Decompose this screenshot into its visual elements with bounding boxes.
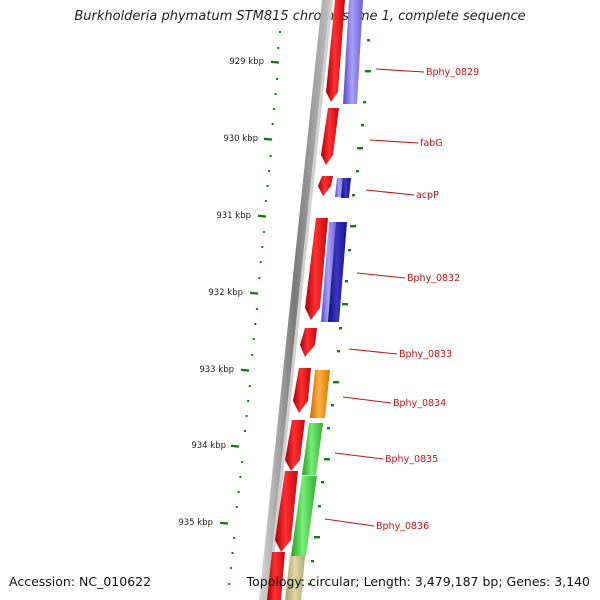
tick-label: 929 kbp: [229, 57, 264, 67]
feature-bphy-0829: [343, 0, 363, 104]
accession-label: Accession: NC_010622: [9, 574, 152, 589]
feature-bphy-0832-light: [321, 222, 337, 322]
tick-935: 935 kbp: [178, 518, 229, 528]
tick-label: 931 kbp: [216, 211, 251, 221]
tick-929: 929 kbp: [229, 57, 280, 67]
tick-933: 933 kbp: [199, 365, 250, 375]
gene-label-acpp: acpP: [416, 190, 439, 201]
gene-labels: Bphy_0829 fabG acpP Bphy_0832 Bphy_0833 …: [376, 67, 479, 532]
cds-arrow: [300, 328, 317, 357]
tick-934: 934 kbp: [191, 441, 240, 451]
tick-label: 930 kbp: [223, 134, 258, 144]
reverse-strand-track: [285, 0, 363, 600]
cds-arrow: [285, 420, 305, 471]
tick-label: 935 kbp: [178, 518, 213, 528]
gene-label-bphy-0834: Bphy_0834: [393, 398, 446, 409]
cds-arrow: [305, 218, 328, 320]
cds-arrow: [321, 108, 339, 165]
outer-track-dashes: [308, 39, 371, 586]
gene-label-leaders: [324, 68, 425, 527]
gene-label-bphy-0832: Bphy_0832: [407, 273, 460, 284]
cds-arrow: [267, 552, 285, 600]
feature-bphy-0835: [302, 423, 323, 475]
feature-acpp: [341, 178, 351, 198]
forward-strand-track: [267, 0, 345, 600]
cds-arrow: [326, 0, 345, 102]
feature-olive: [285, 556, 305, 600]
gene-label-bphy-0829: Bphy_0829: [426, 67, 479, 78]
tick-931: 931 kbp: [216, 211, 267, 221]
tick-930: 930 kbp: [223, 134, 273, 144]
gene-label-bphy-0836: Bphy_0836: [376, 521, 429, 532]
cds-arrow: [275, 471, 298, 552]
gene-label-fabg: fabG: [420, 138, 443, 149]
feature-bphy-0836: [291, 476, 317, 556]
gene-label-bphy-0833: Bphy_0833: [399, 349, 452, 360]
feature-bphy-0832: [328, 222, 347, 322]
tick-guide-dots: [228, 31, 281, 585]
tick-932: 932 kbp: [208, 288, 259, 298]
sequence-backbone: [259, 0, 330, 600]
sequence-backbone-shadow: [267, 0, 333, 600]
map-title: Burkholderia phymatum STM815 chromosome …: [74, 9, 526, 24]
cds-arrow: [293, 368, 311, 413]
tick-label: 933 kbp: [199, 365, 234, 375]
tick-label: 934 kbp: [191, 441, 226, 451]
topology-label: Topology: circular; Length: 3,479,187 bp…: [246, 574, 590, 589]
gene-label-bphy-0835: Bphy_0835: [385, 454, 438, 465]
tick-label: 932 kbp: [208, 288, 243, 298]
cds-arrow: [318, 176, 333, 196]
feature-bphy-0834: [310, 370, 330, 418]
